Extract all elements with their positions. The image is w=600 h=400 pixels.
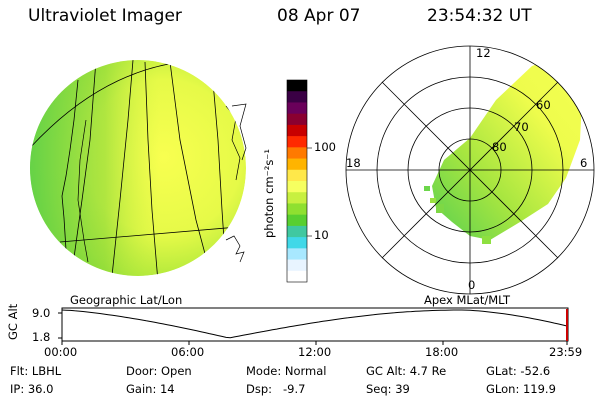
timeline-xtick-12: 12:00 xyxy=(298,345,332,359)
mlat-label-80: 80 xyxy=(492,140,507,154)
mlt-label-0: 0 xyxy=(468,278,476,292)
mlat-label-70: 70 xyxy=(514,120,529,134)
status-glat: GLat: -52.6 xyxy=(486,364,551,378)
polar-panel-label: Apex MLat/MLT xyxy=(424,293,511,307)
colorbar-cell xyxy=(287,113,307,126)
uv-image-region xyxy=(432,58,582,240)
mlt-label-12: 12 xyxy=(476,46,491,60)
colorbar-cell xyxy=(287,91,307,103)
status-mode: Mode: Normal xyxy=(246,364,327,378)
status-dsp: Dsp: -9.7 xyxy=(246,382,306,396)
colorbar-tick-10: 10 xyxy=(314,228,329,242)
timeline-xtick-2359: 23:59 xyxy=(549,345,583,359)
status-seq: Seq: 39 xyxy=(366,382,410,396)
colorbar-cell xyxy=(287,181,307,193)
colorbar-cell xyxy=(287,102,307,115)
instrument-title: Ultraviolet Imager xyxy=(28,6,182,26)
colorbar-cell xyxy=(287,80,307,92)
altitude-curve xyxy=(61,309,568,339)
colorbar-cell xyxy=(287,225,307,238)
status-ip: IP: 36.0 xyxy=(10,382,54,396)
colorbar-cell xyxy=(287,270,307,283)
colorbar-cell xyxy=(287,136,307,148)
time-label: 23:54:32 UT xyxy=(427,6,532,26)
mlt-label-6: 6 xyxy=(580,156,588,170)
timeline-axis-label: GC Alt xyxy=(6,303,20,340)
status-glon: GLon: 119.9 xyxy=(486,382,556,396)
colorbar-cell xyxy=(287,147,307,160)
mlat-label-60: 60 xyxy=(536,98,551,112)
timeline-xtick-6: 06:00 xyxy=(171,345,205,359)
colorbar-cell xyxy=(287,192,307,204)
status-gain: Gain: 14 xyxy=(126,382,175,396)
geo-panel-label: Geographic Lat/Lon xyxy=(70,293,183,307)
colorbar-cell xyxy=(287,124,307,137)
status-gc-alt: GC Alt: 4.7 Re xyxy=(366,364,447,378)
status-door: Door: Open xyxy=(126,364,192,378)
colorbar-cell xyxy=(287,237,307,249)
date-label: 08 Apr 07 xyxy=(277,6,361,26)
timeline-xtick-0: 00:00 xyxy=(44,345,78,359)
colorbar-cell xyxy=(287,214,307,227)
timeline-ytick-1.8: 1.8 xyxy=(32,330,51,344)
colorbar-cell xyxy=(287,158,307,171)
colorbar-cell xyxy=(287,259,307,272)
timeline-xtick-18: 18:00 xyxy=(425,345,459,359)
colorbar-cell xyxy=(287,248,307,261)
timeline-ytick-9: 9.0 xyxy=(32,306,51,320)
status-filter: Flt: LBHL xyxy=(10,364,62,378)
mlt-label-18: 18 xyxy=(346,156,361,170)
colorbar-tick-100: 100 xyxy=(314,140,336,154)
colorbar-cell xyxy=(287,169,307,182)
colorbar-cell xyxy=(287,203,307,216)
